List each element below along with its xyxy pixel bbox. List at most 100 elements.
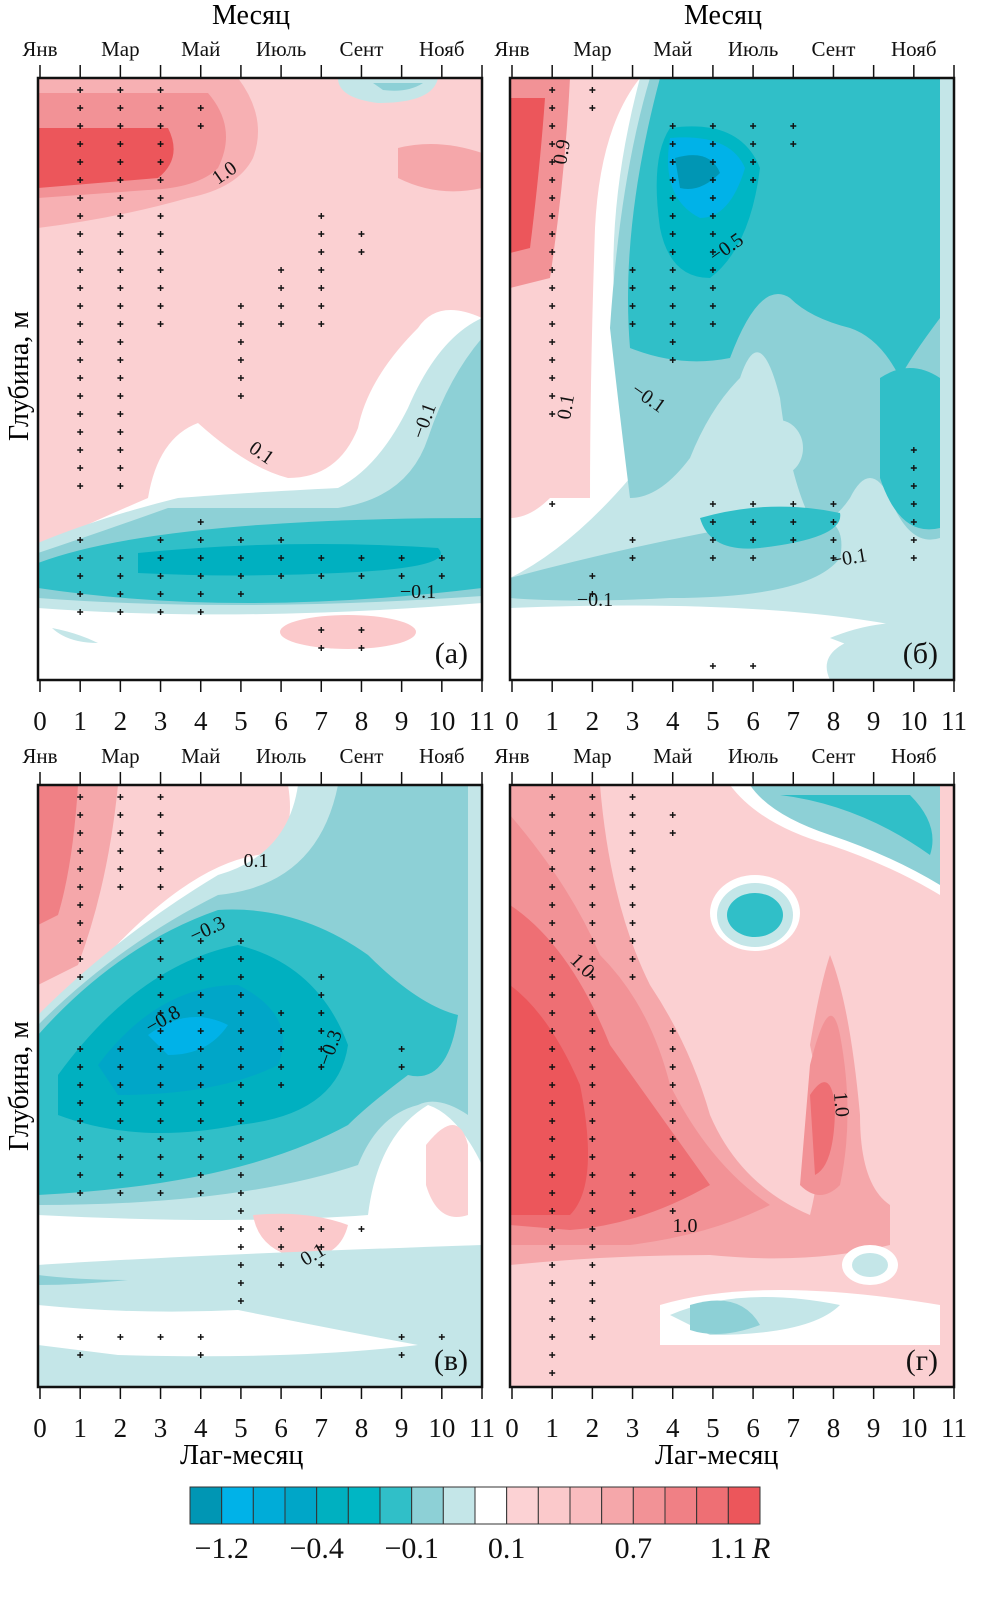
month-label: Июль bbox=[728, 37, 778, 61]
month-label: Нояб bbox=[891, 744, 937, 768]
significance-mark bbox=[669, 231, 676, 237]
significance-mark bbox=[157, 974, 164, 980]
significance-mark bbox=[157, 267, 164, 273]
significance-mark bbox=[318, 1064, 325, 1070]
significance-mark bbox=[318, 1244, 325, 1250]
significance-mark bbox=[669, 357, 676, 363]
significance-mark bbox=[318, 213, 325, 219]
x-tick-label: 10 bbox=[900, 706, 927, 736]
significance-mark bbox=[549, 1280, 556, 1286]
month-label: Май bbox=[181, 744, 220, 768]
significance-mark bbox=[77, 974, 84, 980]
significance-mark bbox=[549, 884, 556, 890]
x-tick-label: 2 bbox=[114, 706, 128, 736]
significance-mark bbox=[589, 848, 596, 854]
colorbar-swatch bbox=[442, 1486, 476, 1525]
x-tick-label: 2 bbox=[586, 706, 600, 736]
significance-mark bbox=[549, 285, 556, 291]
significance-mark bbox=[669, 1064, 676, 1070]
significance-mark bbox=[278, 1010, 285, 1016]
significance-mark bbox=[318, 249, 325, 255]
colorbar-swatch bbox=[506, 1486, 539, 1525]
significance-mark bbox=[77, 285, 84, 291]
significance-mark bbox=[629, 956, 636, 962]
significance-mark bbox=[830, 555, 837, 561]
significance-mark bbox=[278, 573, 285, 579]
significance-mark bbox=[549, 920, 556, 926]
x-tick-label: 7 bbox=[787, 706, 801, 736]
significance-mark bbox=[910, 537, 917, 543]
significance-mark bbox=[589, 1334, 596, 1340]
significance-mark bbox=[549, 393, 556, 399]
significance-mark bbox=[77, 447, 84, 453]
significance-mark bbox=[197, 519, 204, 525]
panel-label: (б) bbox=[903, 637, 938, 670]
significance-mark bbox=[589, 1118, 596, 1124]
significance-mark bbox=[438, 555, 445, 561]
significance-mark bbox=[629, 920, 636, 926]
month-label: Мар bbox=[101, 744, 140, 768]
significance-mark bbox=[318, 267, 325, 273]
significance-mark bbox=[589, 1226, 596, 1232]
x-tick-label: 5 bbox=[234, 1413, 248, 1443]
significance-mark bbox=[549, 848, 556, 854]
significance-mark bbox=[77, 231, 84, 237]
significance-mark bbox=[117, 303, 124, 309]
significance-mark bbox=[77, 830, 84, 836]
significance-mark bbox=[709, 501, 716, 507]
significance-mark bbox=[278, 1028, 285, 1034]
significance-mark bbox=[278, 303, 285, 309]
significance-mark bbox=[77, 303, 84, 309]
significance-mark bbox=[589, 866, 596, 872]
contour-label: 0.1 bbox=[553, 393, 579, 421]
significance-mark bbox=[157, 1028, 164, 1034]
significance-mark bbox=[629, 555, 636, 561]
significance-mark bbox=[77, 1082, 84, 1088]
significance-mark bbox=[237, 992, 244, 998]
significance-mark bbox=[157, 321, 164, 327]
significance-mark bbox=[197, 1172, 204, 1178]
significance-mark bbox=[318, 573, 325, 579]
significance-mark bbox=[750, 141, 757, 147]
significance-mark bbox=[318, 1028, 325, 1034]
significance-mark bbox=[549, 830, 556, 836]
significance-mark bbox=[589, 1028, 596, 1034]
significance-mark bbox=[77, 1352, 84, 1358]
significance-mark bbox=[318, 627, 325, 633]
significance-mark bbox=[549, 249, 556, 255]
significance-mark bbox=[589, 884, 596, 890]
significance-mark bbox=[237, 1226, 244, 1232]
significance-mark bbox=[278, 1082, 285, 1088]
significance-mark bbox=[589, 1244, 596, 1250]
significance-mark bbox=[589, 87, 596, 93]
significance-mark bbox=[117, 794, 124, 800]
significance-mark bbox=[157, 992, 164, 998]
significance-mark bbox=[197, 1154, 204, 1160]
x-tick-label: 4 bbox=[666, 1413, 680, 1443]
significance-mark bbox=[157, 609, 164, 615]
significance-mark bbox=[237, 1280, 244, 1286]
month-label: Май bbox=[653, 37, 692, 61]
significance-mark bbox=[237, 956, 244, 962]
x-tick-label: 9 bbox=[395, 706, 409, 736]
significance-mark bbox=[549, 1082, 556, 1088]
significance-mark bbox=[709, 519, 716, 525]
significance-mark bbox=[549, 1028, 556, 1034]
x-tick-label: 0 bbox=[505, 1413, 519, 1443]
significance-mark bbox=[549, 213, 556, 219]
significance-mark bbox=[549, 1154, 556, 1160]
significance-mark bbox=[237, 938, 244, 944]
significance-mark bbox=[549, 501, 556, 507]
panel-label: (в) bbox=[434, 1344, 468, 1377]
significance-mark bbox=[669, 1190, 676, 1196]
colorbar-swatch bbox=[696, 1486, 729, 1525]
significance-mark bbox=[237, 1028, 244, 1034]
significance-mark bbox=[157, 591, 164, 597]
significance-mark bbox=[549, 141, 556, 147]
significance-mark bbox=[278, 537, 285, 543]
significance-mark bbox=[77, 920, 84, 926]
significance-mark bbox=[709, 177, 716, 183]
significance-mark bbox=[237, 393, 244, 399]
significance-mark bbox=[549, 1226, 556, 1232]
